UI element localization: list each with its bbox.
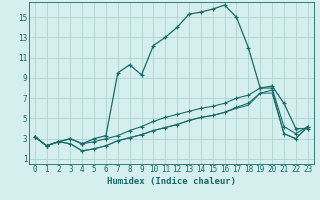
X-axis label: Humidex (Indice chaleur): Humidex (Indice chaleur) — [107, 177, 236, 186]
